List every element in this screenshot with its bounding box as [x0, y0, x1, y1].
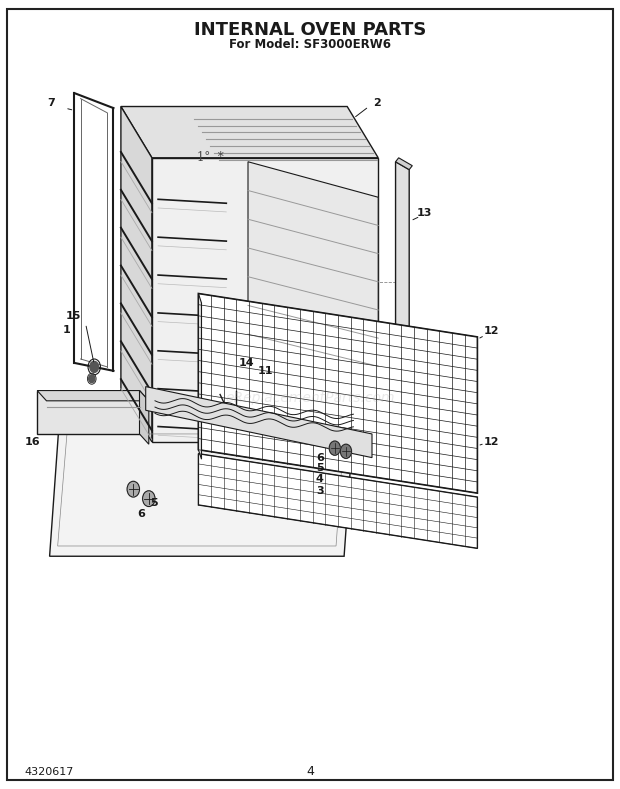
Text: 3: 3 [316, 486, 324, 495]
Polygon shape [198, 294, 202, 459]
Polygon shape [37, 391, 149, 401]
Text: 16: 16 [25, 437, 41, 447]
Text: 4: 4 [306, 765, 314, 778]
Circle shape [89, 375, 95, 383]
Circle shape [90, 361, 99, 372]
Polygon shape [152, 158, 378, 442]
Polygon shape [198, 454, 477, 548]
Text: eReplacementParts.com: eReplacementParts.com [225, 391, 395, 406]
Text: 15: 15 [66, 311, 81, 320]
Text: 6: 6 [316, 453, 324, 462]
Polygon shape [396, 158, 412, 170]
Text: 5: 5 [316, 463, 324, 473]
Polygon shape [121, 107, 152, 442]
Text: 12: 12 [484, 437, 500, 447]
Polygon shape [146, 387, 372, 458]
Circle shape [127, 481, 140, 497]
Text: 1: 1 [63, 325, 71, 335]
Text: 12: 12 [484, 327, 500, 336]
Text: 2: 2 [373, 98, 381, 107]
Polygon shape [248, 162, 378, 394]
Polygon shape [50, 426, 353, 556]
Polygon shape [198, 294, 477, 493]
Circle shape [340, 444, 352, 458]
Text: 7: 7 [48, 98, 55, 107]
Circle shape [329, 441, 340, 455]
Polygon shape [37, 391, 140, 434]
Text: INTERNAL OVEN PARTS: INTERNAL OVEN PARTS [194, 21, 426, 39]
Text: 4: 4 [316, 474, 324, 484]
Text: 6: 6 [138, 510, 145, 519]
Polygon shape [140, 391, 149, 444]
Text: 4320617: 4320617 [25, 767, 74, 776]
Text: 5: 5 [150, 498, 157, 507]
Text: 14: 14 [239, 358, 255, 368]
Text: 13: 13 [417, 208, 432, 218]
Polygon shape [396, 398, 412, 410]
Polygon shape [121, 107, 378, 158]
Text: 1°  *: 1° * [197, 151, 224, 164]
Polygon shape [396, 162, 409, 410]
Text: For Model: SF3000ERW6: For Model: SF3000ERW6 [229, 38, 391, 50]
Text: 11: 11 [258, 366, 273, 376]
Circle shape [143, 491, 155, 507]
